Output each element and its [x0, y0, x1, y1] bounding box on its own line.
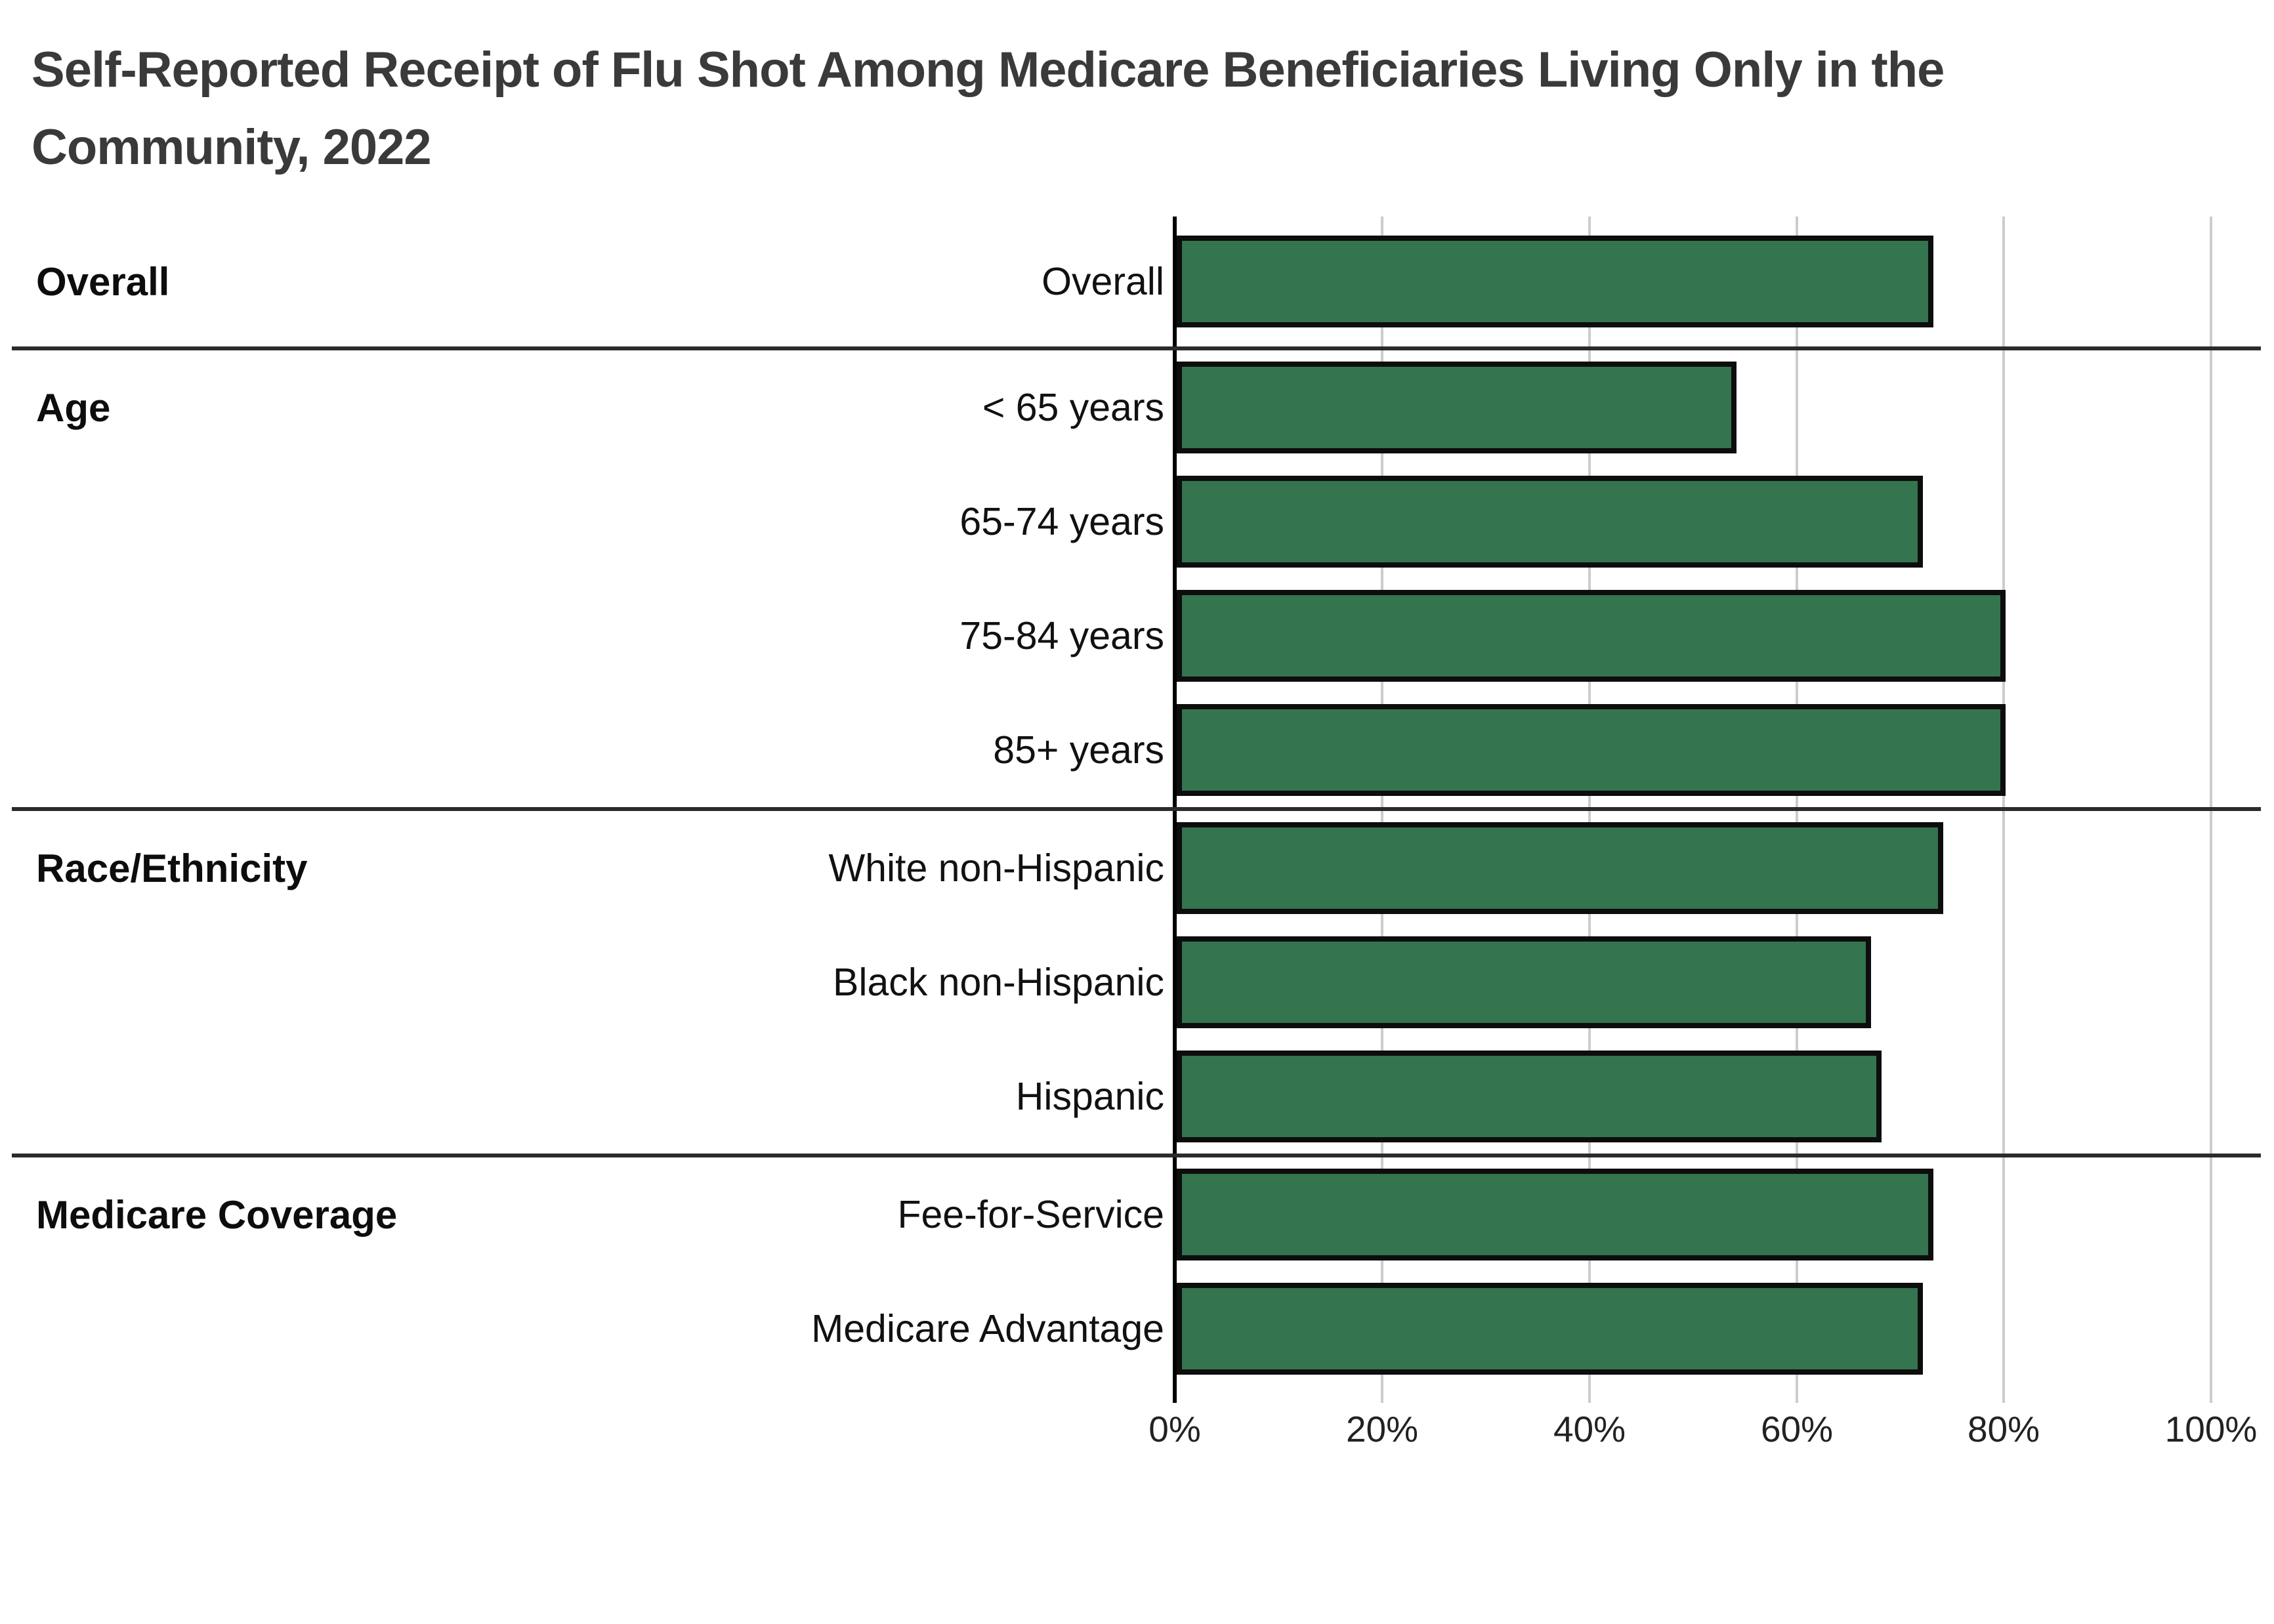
bar-black-non-hispanic	[1177, 936, 1871, 1028]
bar-zone	[1177, 350, 2213, 465]
category-label: Medicare Advantage	[811, 1307, 1164, 1350]
chart-row: Overall Overall	[0, 224, 2274, 339]
x-tick-label-60: 60%	[1760, 1409, 1834, 1449]
category-label: 75-84 years	[959, 614, 1164, 657]
section-race-ethnicity: Race/Ethnicity White non-Hispanic Black …	[0, 811, 2274, 1154]
section-medicare-coverage: Medicare Coverage Fee-for-Service Medica…	[0, 1157, 2274, 1386]
bar-zone	[1177, 579, 2213, 693]
x-axis-labels: 0% 20% 40% 60% 80% 100%	[0, 1391, 2274, 1449]
chart-row: 75-84 years	[0, 579, 2274, 693]
bar-zone	[1177, 693, 2213, 807]
bar-zone	[1177, 811, 2213, 925]
group-cell: Age	[0, 385, 715, 430]
chart-row: Medicare Advantage	[0, 1272, 2274, 1386]
x-tick-label-80: 80%	[1967, 1409, 2040, 1449]
chart-row: Black non-Hispanic	[0, 925, 2274, 1039]
chart-row: Race/Ethnicity White non-Hispanic	[0, 811, 2274, 925]
bar-zone	[1177, 925, 2213, 1039]
bar-zone	[1177, 1157, 2213, 1272]
group-cell: Overall	[0, 259, 715, 304]
category-label: 85+ years	[993, 728, 1164, 772]
group-separator	[12, 346, 2261, 350]
category-label: Fee-for-Service	[897, 1193, 1164, 1236]
chart-sections: Overall Overall Age < 65 years	[0, 217, 2274, 1386]
chart-row: Medicare Coverage Fee-for-Service	[0, 1157, 2274, 1272]
chart-title-line1: Self-Reported Receipt of Flu Shot Among …	[32, 42, 1945, 98]
group-label-race-ethnicity: Race/Ethnicity	[36, 846, 308, 890]
category-label: 65-74 years	[959, 500, 1164, 543]
chart-title-line2: Community, 2022	[32, 119, 432, 175]
bar-under-65	[1177, 362, 1737, 453]
x-tick-label-40: 40%	[1553, 1409, 1626, 1449]
chart-row: Age < 65 years	[0, 350, 2274, 465]
x-tick-label-20: 20%	[1345, 1409, 1419, 1449]
chart-row: 65-74 years	[0, 465, 2274, 579]
bar-overall	[1177, 236, 1933, 327]
group-cell: Medicare Coverage	[0, 1192, 715, 1238]
group-cell: Race/Ethnicity	[0, 846, 715, 891]
group-separator	[12, 1154, 2261, 1157]
group-label-overall: Overall	[36, 259, 170, 304]
bar-65-74	[1177, 476, 1923, 568]
category-label: Hispanic	[1015, 1075, 1164, 1118]
bar-75-84	[1177, 590, 2006, 682]
bar-hispanic	[1177, 1051, 1882, 1142]
category-label: Black non-Hispanic	[832, 961, 1164, 1004]
group-label-age: Age	[36, 385, 111, 430]
bar-chart: Overall Overall Age < 65 years	[0, 217, 2274, 1449]
group-separator	[12, 807, 2261, 811]
bar-zone	[1177, 465, 2213, 579]
section-age: Age < 65 years 65-74 years 75-8	[0, 350, 2274, 807]
chart-title: Self-Reported Receipt of Flu Shot Among …	[0, 0, 2274, 186]
x-tick-label-100: 100%	[2164, 1409, 2258, 1449]
bar-zone	[1177, 224, 2213, 339]
bar-white-non-hispanic	[1177, 822, 1944, 914]
bar-85-plus	[1177, 704, 2006, 796]
category-label: Overall	[1042, 260, 1164, 303]
section-overall: Overall Overall	[0, 217, 2274, 346]
bar-zone	[1177, 1272, 2213, 1386]
bar-medicare-advantage	[1177, 1283, 1923, 1375]
chart-row: Hispanic	[0, 1039, 2274, 1154]
x-tick-label-0: 0%	[1148, 1409, 1201, 1449]
group-label-medicare-coverage: Medicare Coverage	[36, 1192, 398, 1237]
category-label: < 65 years	[982, 386, 1164, 429]
bar-fee-for-service	[1177, 1169, 1933, 1260]
category-label: White non-Hispanic	[828, 846, 1164, 890]
bar-zone	[1177, 1039, 2213, 1154]
chart-row: 85+ years	[0, 693, 2274, 807]
